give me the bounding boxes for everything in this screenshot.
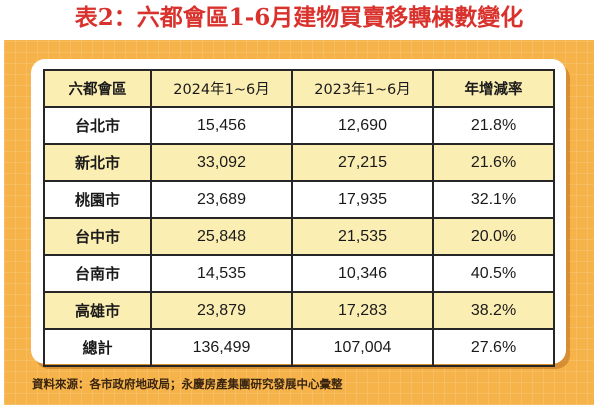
page-title: 表2：六都會區1-6月建物買賣移轉棟數變化 [74, 4, 524, 31]
table-row: 高雄市 23,879 17,283 38.2% [43, 291, 555, 330]
table-total-row: 總計 136,499 107,004 27.6% [43, 328, 555, 367]
value-2023-cell: 10,346 [291, 254, 434, 293]
table-row: 新北市 33,092 27,215 21.6% [43, 143, 555, 182]
source-note: 資料來源：各市政府地政局；永慶房產集團研究發展中心彙整 [32, 377, 343, 391]
region-cell: 台北市 [43, 106, 152, 145]
value-2023-cell: 27,215 [291, 143, 434, 182]
value-2023-cell: 17,283 [291, 291, 434, 330]
value-2024-cell: 15,456 [150, 106, 293, 145]
region-cell: 新北市 [43, 143, 152, 182]
total-label-cell: 總計 [43, 328, 152, 367]
table-card: 六都會區 2024年1~6月 2023年1~6月 年增減率 台北市 15,456… [31, 59, 566, 367]
value-2024-cell: 25,848 [150, 217, 293, 256]
change-rate-cell: 21.8% [432, 106, 555, 145]
change-rate-cell: 38.2% [432, 291, 555, 330]
value-2024-cell: 23,879 [150, 291, 293, 330]
region-cell: 台南市 [43, 254, 152, 293]
change-rate-cell: 20.0% [432, 217, 555, 256]
data-table: 六都會區 2024年1~6月 2023年1~6月 年增減率 台北市 15,456… [43, 69, 555, 367]
region-cell: 高雄市 [43, 291, 152, 330]
total-2024-cell: 136,499 [150, 328, 293, 367]
change-rate-cell: 40.5% [432, 254, 555, 293]
value-2023-cell: 12,690 [291, 106, 434, 145]
column-header-change: 年增減率 [432, 69, 555, 108]
table-row: 台南市 14,535 10,346 40.5% [43, 254, 555, 293]
change-rate-cell: 21.6% [432, 143, 555, 182]
total-change-cell: 27.6% [432, 328, 555, 367]
table-panel: 六都會區 2024年1~6月 2023年1~6月 年增減率 台北市 15,456… [4, 40, 594, 405]
table-row: 台北市 15,456 12,690 21.8% [43, 106, 555, 145]
value-2024-cell: 23,689 [150, 180, 293, 219]
table-row: 台中市 25,848 21,535 20.0% [43, 217, 555, 256]
table-header-row: 六都會區 2024年1~6月 2023年1~6月 年增減率 [43, 69, 555, 108]
value-2023-cell: 17,935 [291, 180, 434, 219]
change-rate-cell: 32.1% [432, 180, 555, 219]
value-2023-cell: 21,535 [291, 217, 434, 256]
region-cell: 桃園市 [43, 180, 152, 219]
total-2023-cell: 107,004 [291, 328, 434, 367]
value-2024-cell: 14,535 [150, 254, 293, 293]
column-header-2024: 2024年1~6月 [150, 69, 293, 108]
value-2024-cell: 33,092 [150, 143, 293, 182]
column-header-2023: 2023年1~6月 [291, 69, 434, 108]
table-row: 桃園市 23,689 17,935 32.1% [43, 180, 555, 219]
column-header-region: 六都會區 [43, 69, 152, 108]
region-cell: 台中市 [43, 217, 152, 256]
